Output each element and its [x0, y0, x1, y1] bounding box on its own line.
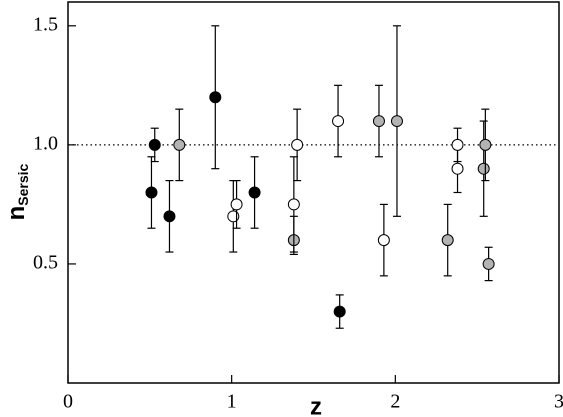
- data-point: [477, 162, 490, 175]
- data-point: [287, 198, 300, 211]
- y-tick-label: 1.0: [33, 132, 58, 154]
- data-point: [333, 305, 346, 318]
- data-point: [173, 138, 186, 151]
- data-point: [377, 234, 390, 247]
- data-point: [390, 115, 403, 128]
- data-point: [441, 234, 454, 247]
- y-label-main: n: [3, 206, 30, 221]
- y-tick-label: 0.5: [33, 252, 58, 274]
- data-point: [332, 115, 345, 128]
- x-tick-label: 3: [554, 391, 563, 413]
- plot-frame: [67, 1, 560, 384]
- x-tick-label: 1: [227, 391, 237, 413]
- data-point: [451, 162, 464, 175]
- x-tick-label: 2: [390, 391, 400, 413]
- y-label-subscript: Sersic: [15, 163, 31, 205]
- data-point: [148, 138, 161, 151]
- data-point: [291, 138, 304, 151]
- data-point: [248, 186, 261, 199]
- y-axis-label: nSersic: [3, 163, 30, 220]
- data-point: [163, 210, 176, 223]
- data-point: [230, 198, 243, 211]
- y-tick-label: 1.5: [33, 13, 58, 35]
- x-tick-label: 0: [63, 391, 73, 413]
- data-point: [372, 115, 385, 128]
- data-point: [209, 91, 222, 104]
- data-point: [145, 186, 158, 199]
- x-axis-label: z: [310, 393, 322, 417]
- data-point: [479, 138, 492, 151]
- data-point: [451, 138, 464, 151]
- data-point: [482, 257, 495, 270]
